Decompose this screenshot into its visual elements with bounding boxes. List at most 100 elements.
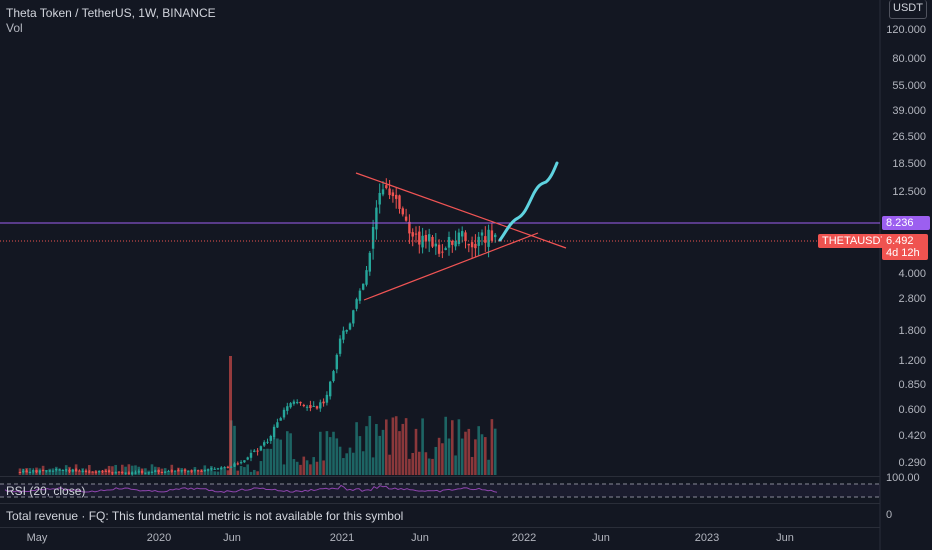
candle-body [177, 470, 180, 472]
volume-bar [276, 438, 279, 475]
candle-body [35, 470, 38, 473]
candle-body [305, 406, 309, 408]
volume-bar [361, 451, 365, 475]
volume-bar [312, 457, 315, 475]
candle-body [332, 371, 335, 382]
volume-bar [401, 423, 405, 475]
hline-price-tag: 8.236 [882, 216, 930, 230]
volume-bar [61, 470, 65, 475]
projection-path[interactable] [498, 161, 559, 242]
candle-body [441, 251, 444, 253]
candle-body [428, 234, 431, 242]
rsi-axis-tick: 100.00 [886, 472, 920, 484]
volume-bar [398, 431, 401, 475]
candle-body [289, 403, 292, 408]
volume-bar [305, 460, 309, 475]
volume-label[interactable]: Vol [6, 21, 23, 35]
symbol-title[interactable]: Theta Token / TetherUS, 1W, BINANCE [6, 6, 216, 20]
candle-body [193, 469, 197, 471]
candle-body [157, 470, 160, 473]
candle-body [335, 354, 338, 370]
candle-body [144, 472, 147, 474]
candle-body [454, 240, 457, 247]
candle-body [22, 470, 25, 473]
candle-body [431, 236, 434, 247]
candle-body [150, 471, 154, 473]
volume-bars [18, 356, 497, 475]
candle-body [299, 401, 302, 404]
pane-separator[interactable] [0, 503, 880, 504]
candle-body [58, 469, 61, 471]
candle-body [421, 235, 424, 248]
volume-bar [200, 469, 203, 475]
candle-body [286, 406, 289, 411]
candle-body [170, 470, 173, 472]
candle-body [461, 231, 464, 237]
candle-body [296, 402, 299, 404]
time-tick-label: 2020 [146, 532, 172, 544]
candle-body [358, 290, 362, 301]
candle-body [230, 466, 233, 468]
volume-bar [130, 465, 134, 475]
volume-bar [167, 471, 170, 475]
candle-body [78, 470, 81, 472]
candle-body [404, 216, 408, 221]
candle-body [342, 330, 345, 340]
candle-body [81, 471, 84, 473]
volume-bar [91, 471, 94, 475]
candle-body [114, 472, 117, 474]
price-axis-bg [880, 0, 932, 550]
volume-bar [454, 455, 457, 475]
volume-bar [282, 464, 286, 475]
volume-bar [431, 458, 434, 475]
volume-bar [279, 439, 282, 475]
candle-body [48, 470, 51, 472]
candle-body [101, 470, 104, 472]
volume-bar [424, 452, 428, 475]
candle-body [203, 469, 206, 472]
volume-bar [127, 464, 131, 475]
candle-body [236, 463, 239, 465]
upper-trendline[interactable] [355, 172, 567, 249]
candle-body [457, 232, 461, 245]
volume-bar [78, 471, 81, 475]
volume-bar [375, 424, 378, 475]
volume-bar [315, 461, 319, 475]
currency-badge[interactable]: USDT [889, 0, 927, 19]
candle-body [381, 189, 385, 195]
candle-body [226, 466, 230, 468]
candle-body [28, 471, 32, 473]
volume-bar [226, 470, 230, 475]
volume-bar [328, 437, 332, 475]
volume-bar [355, 422, 358, 475]
volume-bar [414, 428, 418, 475]
candle-body [272, 426, 276, 438]
candle-body [395, 194, 398, 199]
candle-body [134, 472, 137, 474]
time-tick-label: 2022 [511, 532, 537, 544]
candle-body [484, 236, 487, 243]
volume-bar [253, 469, 256, 475]
candle-body [107, 470, 111, 473]
candle-body [32, 470, 35, 472]
candle-body [490, 230, 494, 241]
volume-bar [58, 468, 61, 475]
last-price-tag: 6.492 4d 12h [882, 234, 928, 260]
time-tick-label: Jun [592, 532, 610, 544]
candle-body [470, 242, 474, 248]
volume-bar [493, 428, 497, 475]
volume-bar [206, 468, 210, 475]
candle-body [451, 240, 454, 245]
candle-body [388, 188, 391, 196]
candle-body [41, 470, 45, 472]
pane-separator[interactable] [0, 476, 880, 477]
price-tick-label: 4.000 [898, 268, 926, 280]
total-revenue-label[interactable]: Total revenue · FQ: This fundamental met… [6, 509, 404, 523]
volume-bar [480, 434, 484, 475]
candle-body [437, 244, 441, 254]
candle-body [183, 469, 187, 471]
lower-trendline[interactable] [363, 232, 539, 301]
rsi-label[interactable]: RSI (20, close) [6, 484, 86, 498]
volume-bar [233, 425, 236, 475]
